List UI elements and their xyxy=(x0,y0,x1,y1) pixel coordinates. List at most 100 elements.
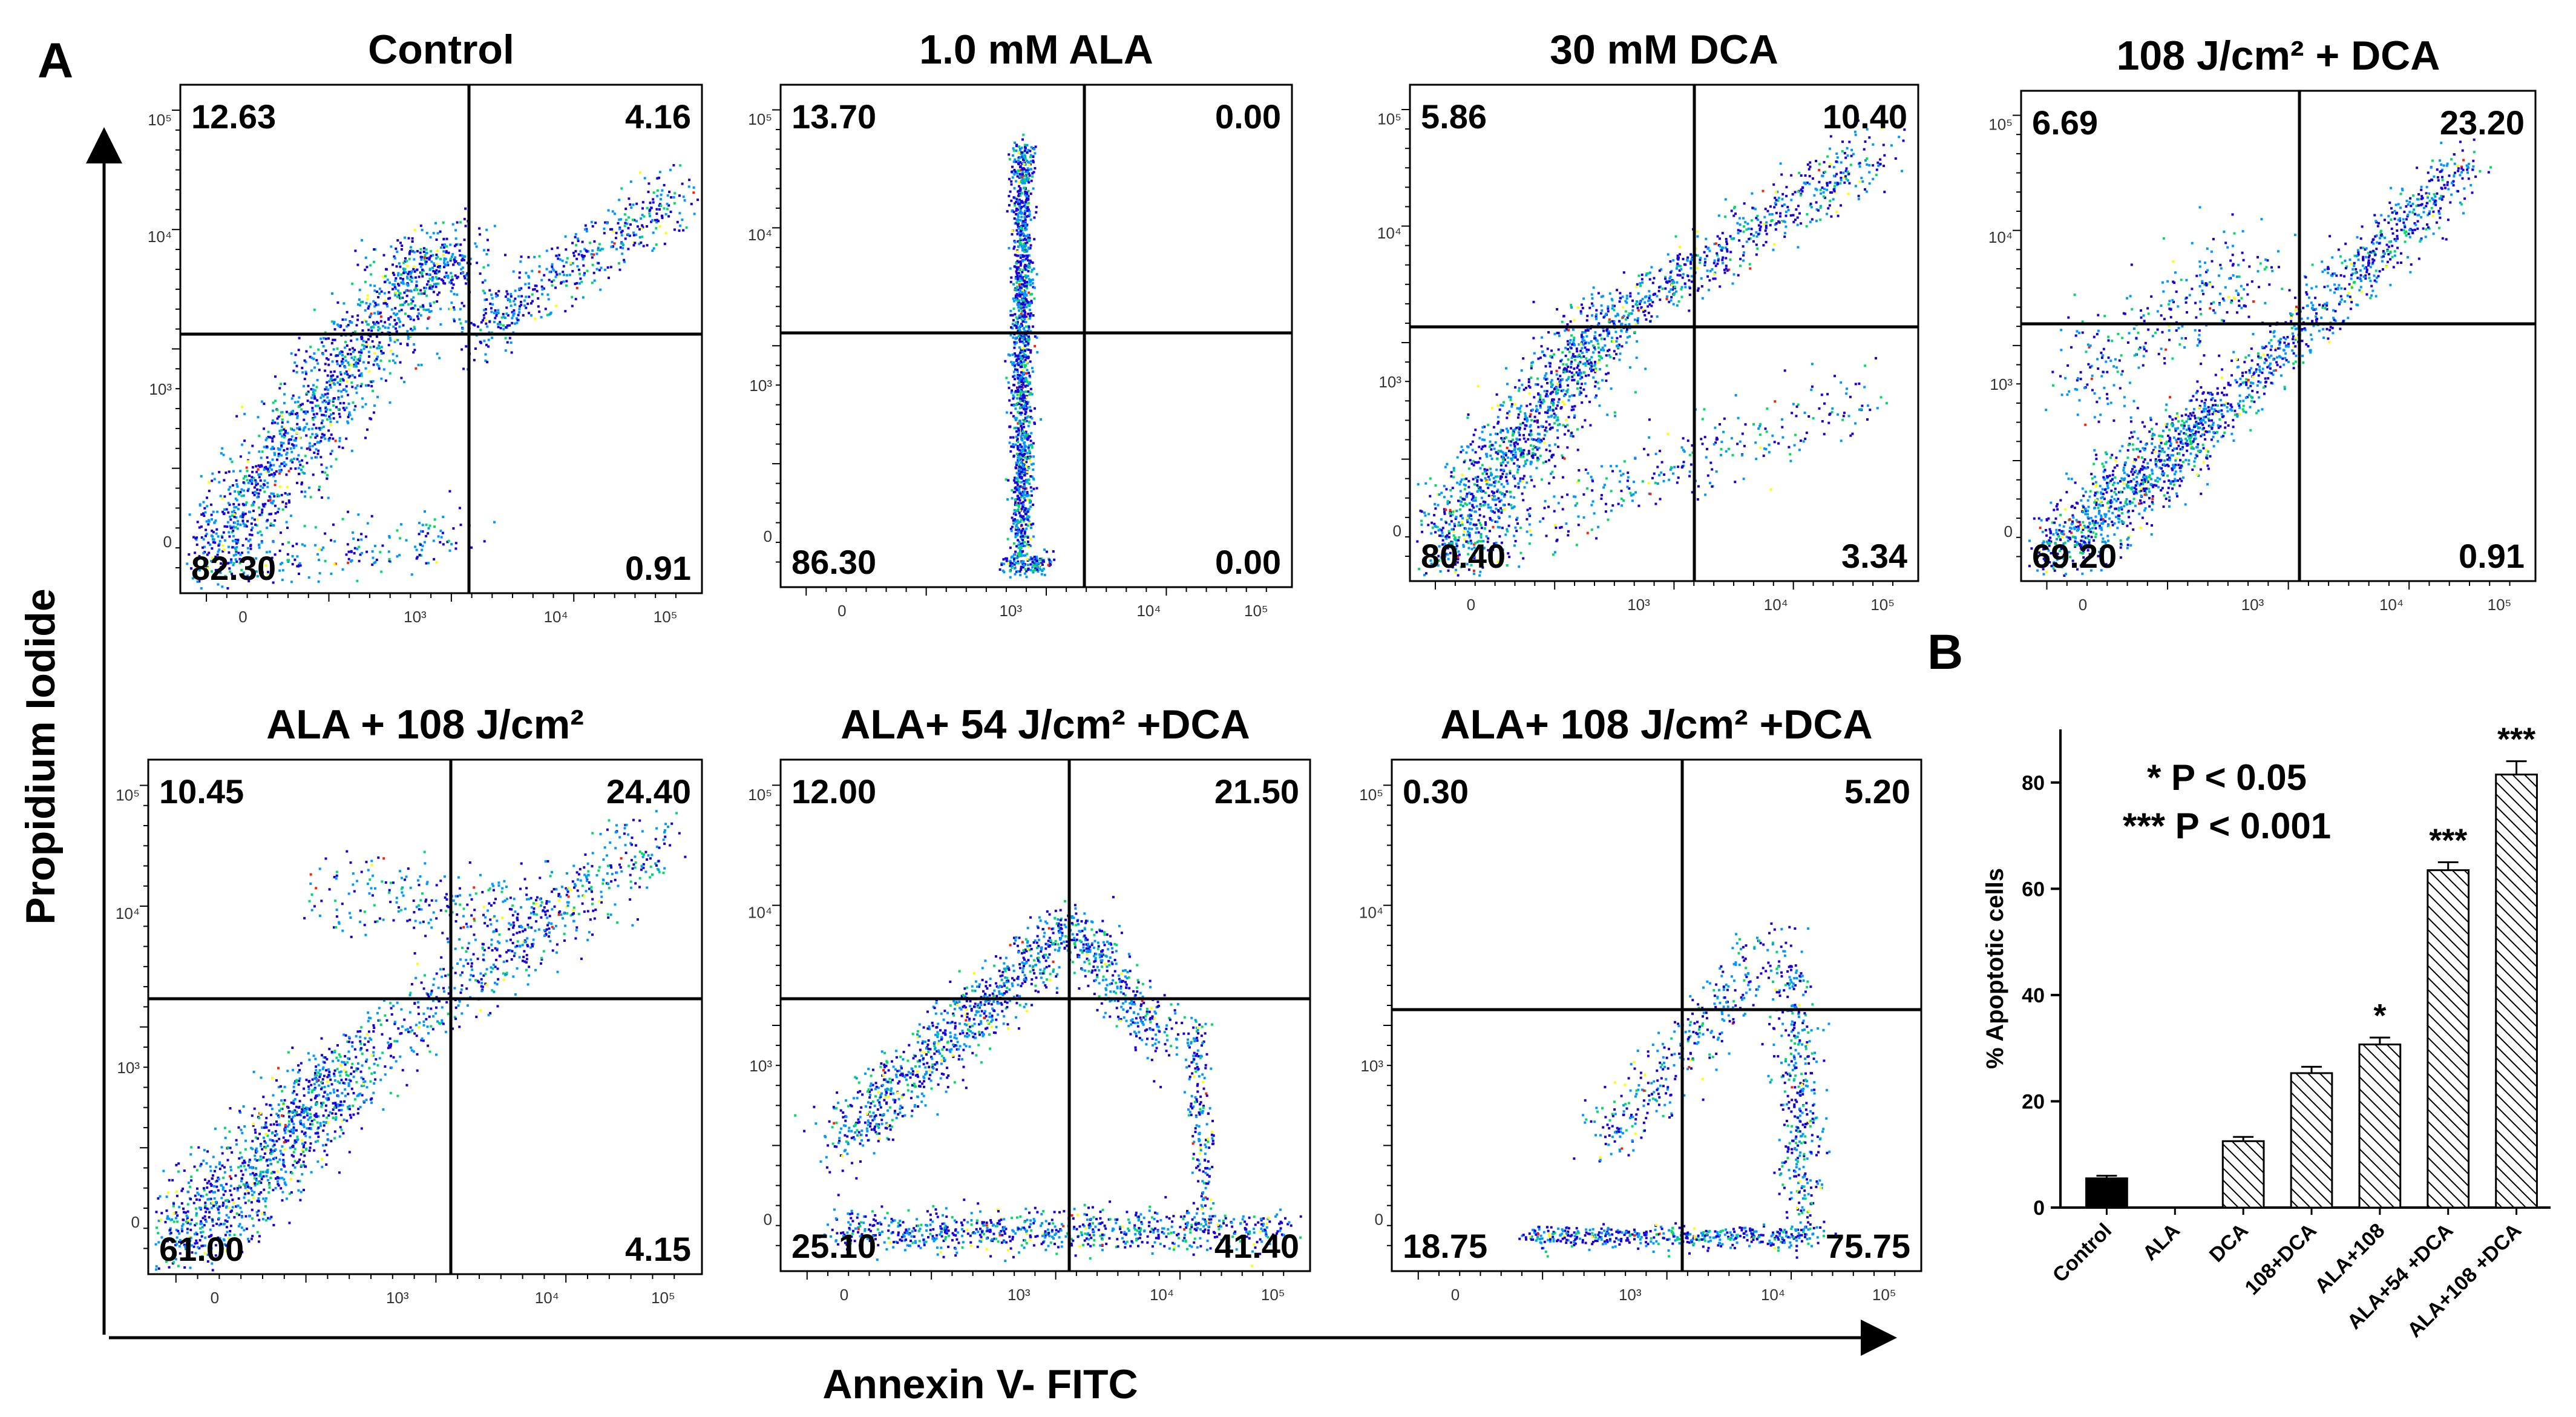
event-dot xyxy=(523,299,526,302)
event-dot xyxy=(436,249,439,252)
event-dot xyxy=(416,268,419,271)
event-dot xyxy=(313,389,316,392)
event-dot xyxy=(336,375,339,378)
event-dot xyxy=(1032,442,1035,445)
event-dot xyxy=(658,204,661,207)
event-dot xyxy=(1020,404,1023,406)
event-dot xyxy=(1014,241,1017,244)
event-dot xyxy=(212,541,215,544)
event-dot xyxy=(1024,244,1027,247)
event-dot xyxy=(297,349,300,352)
event-dot xyxy=(1015,570,1018,573)
event-dot xyxy=(435,272,438,275)
event-dot xyxy=(1501,472,1504,475)
event-dot xyxy=(1018,420,1021,423)
event-dot xyxy=(1472,433,1475,436)
event-dot xyxy=(656,189,659,192)
event-dot xyxy=(347,421,350,424)
event-dot xyxy=(346,420,349,423)
event-dot xyxy=(369,335,372,338)
event-dot xyxy=(1032,571,1035,574)
event-dot xyxy=(1027,202,1030,205)
event-dot xyxy=(1011,567,1014,569)
event-dot xyxy=(1013,341,1016,344)
event-dot xyxy=(1489,467,1492,470)
event-dot xyxy=(359,553,362,556)
event-dot xyxy=(1471,505,1474,507)
event-dot xyxy=(329,386,332,389)
event-dot xyxy=(324,337,327,340)
event-dot xyxy=(1031,393,1034,396)
event-dot xyxy=(1441,531,1444,534)
event-dot xyxy=(1498,526,1501,529)
event-dot xyxy=(396,555,399,558)
event-dot xyxy=(1601,379,1604,382)
event-dot xyxy=(1460,500,1463,503)
event-dot xyxy=(1009,570,1012,573)
event-dot xyxy=(483,279,487,282)
event-dot xyxy=(1011,363,1014,366)
event-dot xyxy=(1011,516,1014,519)
event-dot xyxy=(1009,576,1012,579)
event-dot xyxy=(1470,515,1472,518)
event-dot xyxy=(274,484,277,487)
event-dot xyxy=(310,388,313,390)
event-dot xyxy=(365,343,369,346)
event-dot xyxy=(1440,556,1443,559)
event-dot xyxy=(1457,574,1460,577)
event-dot xyxy=(1038,559,1041,562)
event-dot xyxy=(388,337,392,340)
event-dot xyxy=(1024,325,1027,328)
event-dot xyxy=(473,358,476,361)
event-dot xyxy=(1424,514,1427,517)
event-dot xyxy=(1026,337,1029,340)
event-dot xyxy=(228,531,231,534)
event-dot xyxy=(454,243,457,246)
event-dot xyxy=(1008,153,1011,156)
event-dot xyxy=(353,409,356,412)
event-dot xyxy=(1034,557,1037,561)
event-dot xyxy=(1022,433,1025,436)
event-dot xyxy=(1522,455,1525,458)
event-dot xyxy=(1022,394,1025,396)
event-dot xyxy=(1026,481,1029,484)
event-dot xyxy=(1012,154,1014,157)
event-dot xyxy=(328,380,331,383)
event-dot xyxy=(425,562,428,565)
event-dot xyxy=(1505,473,1508,476)
event-dot xyxy=(347,415,350,418)
event-dot xyxy=(1551,399,1553,402)
event-dot xyxy=(260,533,263,536)
event-dot xyxy=(237,551,240,554)
event-dot xyxy=(1461,521,1464,524)
event-dot xyxy=(1455,542,1458,545)
event-dot xyxy=(1429,554,1432,557)
event-dot xyxy=(1494,475,1497,478)
event-dot xyxy=(377,364,380,367)
event-dot xyxy=(1449,551,1452,554)
event-dot xyxy=(1598,355,1601,358)
event-dot xyxy=(356,314,359,317)
event-dot xyxy=(1024,200,1027,203)
event-dot xyxy=(1019,394,1022,397)
event-dot xyxy=(1481,566,1484,569)
event-dot xyxy=(310,456,313,459)
event-dot xyxy=(353,363,356,366)
event-dot xyxy=(1496,433,1499,435)
event-dot xyxy=(1518,431,1521,434)
event-dot xyxy=(1558,366,1561,369)
event-dot xyxy=(1542,461,1545,464)
event-dot xyxy=(1020,433,1023,436)
event-dot xyxy=(513,309,516,312)
event-dot xyxy=(1567,384,1569,387)
event-dot xyxy=(493,321,496,323)
event-dot xyxy=(1611,307,1614,310)
event-dot xyxy=(1607,349,1609,352)
event-dot xyxy=(620,218,623,221)
event-dot xyxy=(347,368,350,371)
event-dot xyxy=(394,338,397,341)
event-dot xyxy=(1027,263,1030,266)
event-dot xyxy=(1027,238,1030,242)
event-dot xyxy=(190,567,193,570)
event-dot xyxy=(1018,283,1021,286)
